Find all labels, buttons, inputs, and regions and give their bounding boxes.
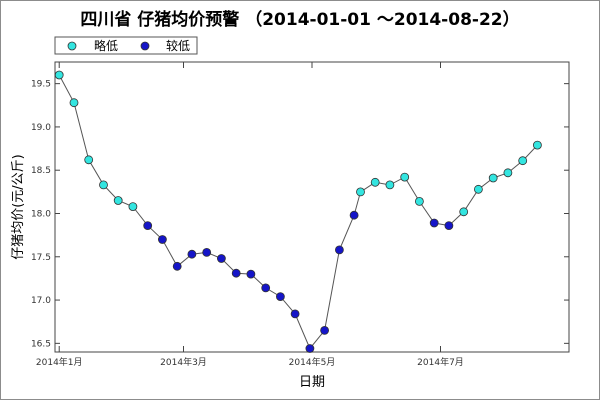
data-point-lower: [349, 210, 359, 220]
y-axis-label: 仔猪均价(元/公斤): [11, 154, 26, 260]
data-point-slightly-low: [99, 180, 108, 190]
legend: 略低 较低: [54, 36, 198, 55]
x-axis-label: 日期: [299, 375, 325, 390]
x-tick-label: 2014年3月: [160, 356, 207, 368]
data-point-slightly-low: [84, 155, 94, 165]
data-point-lower: [187, 249, 197, 259]
data-point-lower: [444, 221, 454, 231]
y-tick-label: 18.5: [31, 166, 51, 176]
data-point-lower: [261, 283, 271, 293]
data-point-lower: [216, 254, 226, 263]
data-point-slightly-low: [128, 202, 138, 212]
data-point-slightly-low: [54, 70, 64, 80]
y-axis: 16.5 17.0 17.5 18.0 18.5 19.0 19.5: [31, 80, 569, 349]
x-tick-label: 2014年1月: [36, 356, 83, 368]
data-point-slightly-low: [400, 172, 410, 182]
data-point-slightly-low: [113, 196, 123, 205]
data-point-lower: [143, 221, 153, 231]
data-point-slightly-low: [518, 156, 528, 166]
legend-marker-slightly-low: [67, 41, 77, 51]
data-point-lower: [290, 309, 300, 319]
y-tick-label: 16.5: [31, 339, 51, 349]
series-layer: [54, 70, 542, 353]
data-point-slightly-low: [459, 207, 469, 217]
data-point-lower: [231, 268, 241, 278]
data-point-lower: [246, 269, 256, 279]
data-point-lower: [305, 344, 315, 353]
x-axis: 2014年1月 2014年3月 2014年5月 2014年7月: [36, 62, 464, 368]
chart-title: 四川省 仔猪均价预警 （2014-01-01 ～2014-08-22）: [80, 9, 519, 30]
data-point-lower: [429, 218, 439, 228]
y-tick-label: 19.5: [31, 80, 51, 90]
data-point-slightly-low: [488, 173, 498, 183]
data-point-lower: [320, 325, 330, 335]
data-point-lower: [334, 245, 344, 255]
legend-box: [54, 36, 198, 55]
data-point-slightly-low: [503, 168, 513, 178]
legend-label-lower: 较低: [166, 38, 190, 53]
x-tick-label: 2014年7月: [417, 356, 464, 368]
y-tick-label: 17.5: [31, 253, 51, 263]
price-line: [58, 74, 538, 350]
legend-label-slightly-low: 略低: [94, 38, 118, 53]
data-point-lower: [275, 292, 285, 302]
data-point-lower: [172, 261, 182, 271]
data-point-slightly-low: [385, 180, 395, 190]
data-point-lower: [157, 235, 167, 244]
y-tick-label: 19.0: [31, 123, 51, 133]
y-tick-label: 17.0: [31, 296, 51, 306]
data-point-lower: [202, 247, 212, 257]
data-point-slightly-low: [414, 196, 424, 206]
data-point-slightly-low: [533, 140, 542, 150]
data-point-slightly-low: [473, 184, 483, 194]
data-point-slightly-low: [69, 98, 79, 108]
legend-marker-lower: [140, 41, 150, 51]
data-point-slightly-low: [370, 177, 380, 187]
y-tick-label: 18.0: [31, 209, 51, 219]
data-point-slightly-low: [356, 187, 365, 197]
x-tick-label: 2014年5月: [289, 356, 336, 368]
